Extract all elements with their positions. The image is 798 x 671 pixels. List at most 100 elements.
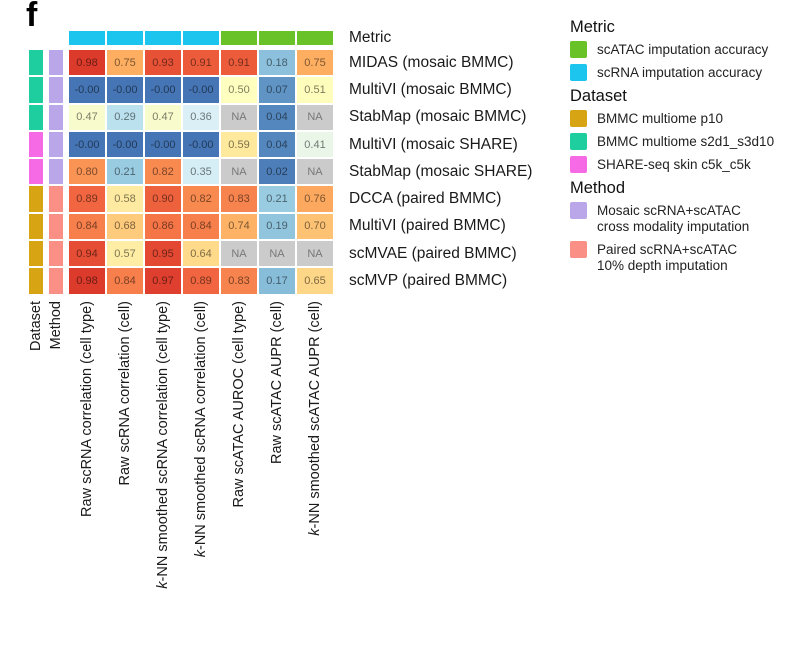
legend-label: SHARE-seq skin c5k_c5k (597, 157, 751, 172)
legend-swatch-share-seq-skin (570, 156, 587, 173)
column-label: Raw scRNA correlation (cell) (116, 300, 133, 486)
heatmap-cell: -0.00 (182, 130, 220, 159)
heatmap-cell: 0.57 (106, 240, 144, 268)
heatmap-cell: 0.91 (220, 49, 258, 77)
heatmap-cell: NA (258, 240, 296, 268)
heatmap-cell: 0.35 (182, 158, 220, 186)
italic-k: k (192, 549, 209, 557)
method-annotation-cell (48, 103, 64, 131)
metric-annotation-cell (144, 30, 182, 46)
legend-item: Paired scRNA+scATAC 10% depth imputation (570, 241, 796, 274)
row-label: MIDAS (mosaic BMMC) (349, 53, 514, 71)
heatmap-cell: 0.29 (106, 103, 144, 131)
legend-label: BMMC multiome p10 (597, 111, 724, 126)
heatmap-cell: 0.58 (106, 185, 144, 213)
heatmap-cell: 0.94 (68, 240, 106, 268)
heatmap-cell: 0.19 (258, 212, 296, 241)
legend-swatch-bmmc-s2d1-s3d10 (570, 133, 587, 150)
legend-swatch-mosaic-method (570, 202, 587, 219)
dataset-annotation-cell (28, 267, 44, 295)
legend-swatch-scrna-accuracy (570, 64, 587, 81)
legend-item: BMMC multiome s2d1_s3d10 (570, 133, 796, 150)
dataset-annotation-cell (28, 185, 44, 213)
method-axis-label-wrap: Method (48, 301, 64, 591)
row-label: StabMap (mosaic BMMC) (349, 108, 527, 126)
metric-annotation-cell (296, 30, 334, 46)
heatmap-cell: 0.64 (182, 240, 220, 268)
heatmap-cell: NA (220, 240, 258, 268)
heatmap-cell: 0.04 (258, 103, 296, 131)
heatmap-cell: 0.50 (220, 76, 258, 104)
row-label: scMVP (paired BMMC) (349, 272, 508, 290)
heatmap-cell: -0.00 (106, 130, 144, 159)
heatmap-cell: 0.89 (182, 267, 220, 295)
column-label-wrap: k-NN smoothed scRNA correlation (cell) (182, 301, 220, 591)
heatmap-cell: 0.21 (258, 185, 296, 213)
legend: Metric scATAC imputation accuracy scRNA … (570, 12, 796, 280)
heatmap-cell: 0.70 (296, 212, 334, 241)
column-label: k-NN smoothed scRNA correlation (cell ty… (154, 300, 171, 589)
heatmap-cell: NA (220, 103, 258, 131)
dataset-annotation-cell (28, 49, 44, 77)
legend-label: scATAC imputation accuracy (597, 42, 769, 57)
method-axis-label: Method (47, 300, 64, 350)
heatmap-cell: 0.76 (296, 185, 334, 213)
legend-title-method: Method (570, 179, 626, 197)
legend-item: BMMC multiome p10 (570, 110, 796, 127)
heatmap-cell: 0.59 (220, 130, 258, 159)
legend-label: BMMC multiome s2d1_s3d10 (597, 134, 775, 149)
heatmap-cell: -0.00 (68, 130, 106, 159)
heatmap-cell: NA (296, 158, 334, 186)
heatmap-cell: 0.75 (296, 49, 334, 77)
heatmap-cell: 0.89 (68, 185, 106, 213)
legend-label: scRNA imputation accuracy (597, 65, 763, 80)
heatmap-cell: 0.51 (296, 76, 334, 104)
heatmap-cell: 0.82 (144, 158, 182, 186)
heatmap-cell: 0.04 (258, 130, 296, 159)
heatmap-cell: 0.68 (106, 212, 144, 241)
heatmap-cell: -0.00 (144, 76, 182, 104)
heatmap-cell: NA (220, 158, 258, 186)
heatmap-cell: 0.82 (182, 185, 220, 213)
legend-label-line: 10% depth imputation (597, 258, 728, 273)
legend-swatch-paired-method (570, 241, 587, 258)
legend-label-line: Mosaic scRNA+scATAC (597, 203, 741, 218)
column-label: k-NN smoothed scATAC AUPR (cell) (306, 300, 323, 536)
dataset-annotation-cell (28, 158, 44, 186)
metric-strip-label: Metric (349, 29, 392, 46)
method-annotation-cell (48, 76, 64, 104)
heatmap-cell: 0.80 (68, 158, 106, 186)
metric-annotation-cell (182, 30, 220, 46)
heatmap-cell: 0.65 (296, 267, 334, 295)
row-label: scMVAE (paired BMMC) (349, 244, 517, 262)
heatmap-cell: 0.47 (144, 103, 182, 131)
legend-label: Mosaic scRNA+scATAC cross modality imput… (597, 202, 749, 235)
column-label: Raw scATAC AUROC (cell type) (230, 300, 247, 508)
legend-title-metric: Metric (570, 18, 615, 36)
italic-k: k (306, 528, 323, 536)
column-label: k-NN smoothed scRNA correlation (cell) (192, 300, 209, 557)
column-label: Raw scATAC AUPR (cell) (268, 300, 285, 464)
heatmap-cell: 0.17 (258, 267, 296, 295)
heatmap-cell: 0.93 (144, 49, 182, 77)
heatmap-cell: 0.98 (68, 49, 106, 77)
legend-swatch-bmmc-p10 (570, 110, 587, 127)
metric-annotation-cell (68, 30, 106, 46)
heatmap-cell: 0.84 (182, 212, 220, 241)
row-label: MultiVI (mosaic BMMC) (349, 80, 512, 98)
column-label-wrap: k-NN smoothed scRNA correlation (cell ty… (144, 301, 182, 591)
method-annotation-cell (48, 130, 64, 159)
legend-item: scATAC imputation accuracy (570, 41, 796, 58)
dataset-annotation-cell (28, 240, 44, 268)
heatmap-cell: 0.75 (106, 49, 144, 77)
legend-label: Paired scRNA+scATAC 10% depth imputation (597, 241, 737, 274)
heatmap-cell: NA (296, 103, 334, 131)
dataset-annotation-cell (28, 212, 44, 241)
heatmap-cell: 0.41 (296, 130, 334, 159)
legend-item: SHARE-seq skin c5k_c5k (570, 156, 796, 173)
row-label: MultiVI (paired BMMC) (349, 217, 506, 235)
legend-label-line: cross modality imputation (597, 219, 750, 234)
column-label: Raw scRNA correlation (cell type) (78, 300, 95, 517)
heatmap-cell: 0.97 (144, 267, 182, 295)
